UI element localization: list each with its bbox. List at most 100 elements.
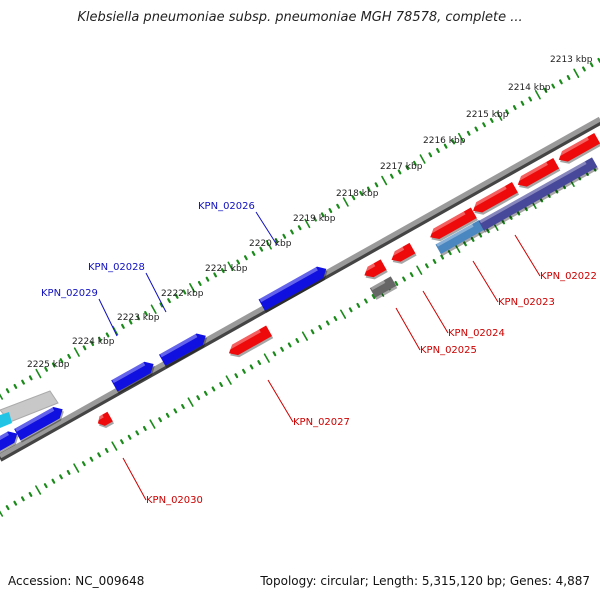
- ruler-tick-label: 2219 kbp: [293, 214, 336, 224]
- ruler-tick-labels: 2213 kbp 2214 kbp 2215 kbp 2216 kbp 2217 kbp…: [27, 55, 593, 370]
- ruler-minor-tick: [90, 341, 95, 347]
- ruler-minor-tick: [551, 83, 556, 89]
- gene-label-kpn-02028[interactable]: KPN_02028: [88, 262, 145, 273]
- gene-feature-forward[interactable]: [0, 428, 22, 455]
- ruler-minor-tick: [251, 250, 256, 256]
- gene-label-kpn-02023[interactable]: KPN_02023: [498, 297, 555, 308]
- ruler-minor-tick: [127, 434, 132, 440]
- gene-body: [159, 333, 206, 366]
- ruler-minor-tick: [213, 272, 218, 278]
- label-leader-line: [267, 379, 294, 423]
- ruler-major-tick: [339, 309, 347, 319]
- gene-kpn-02022[interactable]: [470, 182, 520, 218]
- ruler-minor-tick: [474, 126, 479, 132]
- gene-body: [558, 133, 600, 162]
- ruler-minor-tick: [351, 195, 356, 201]
- gene-label-kpn-02025[interactable]: KPN_02025: [420, 345, 477, 356]
- ruler-minor-tick: [320, 212, 325, 218]
- gene-kpn-02030[interactable]: [95, 411, 115, 431]
- gene-kpn-02027[interactable]: [226, 325, 274, 361]
- ruler-minor-tick: [290, 229, 294, 235]
- gene-labels: KPN_02026 KPN_02028 KPN_02029 KPN_02022 KPN_…: [41, 201, 597, 506]
- ruler-minor-tick: [249, 364, 254, 370]
- label-leader-line: [122, 457, 147, 501]
- gene-kpn-02023[interactable]: [427, 207, 478, 245]
- ruler-minor-tick: [196, 395, 201, 401]
- ruler-major-tick: [534, 89, 541, 100]
- gene-feature-band[interactable]: [478, 157, 599, 233]
- gene-kpn-02024[interactable]: [389, 242, 417, 267]
- gene-kpn-02026[interactable]: [258, 263, 331, 313]
- ruler-major-tick: [496, 111, 503, 121]
- ruler-minor-tick: [516, 210, 521, 216]
- gene-body: [14, 407, 63, 441]
- gene-label-kpn-02022[interactable]: KPN_02022: [540, 271, 597, 282]
- ruler-minor-tick: [413, 160, 417, 166]
- ruler-minor-tick: [20, 496, 25, 502]
- ruler-minor-tick: [501, 219, 506, 225]
- ruler-minor-tick: [66, 469, 71, 475]
- gene-features: [0, 133, 600, 455]
- ruler-minor-tick: [203, 390, 208, 396]
- label-leader-line: [472, 260, 499, 303]
- gene-label-kpn-02024[interactable]: KPN_02024: [448, 328, 505, 339]
- ruler-minor-tick: [43, 483, 48, 489]
- ruler-minor-tick: [364, 298, 368, 304]
- gene-highlight: [226, 329, 261, 351]
- ruler-minor-tick: [105, 332, 110, 338]
- gene-label-kpn-02029[interactable]: KPN_02029: [41, 288, 98, 299]
- ruler-minor-tick: [236, 259, 241, 265]
- ruler-minor-tick: [274, 238, 279, 244]
- ruler-major-tick: [187, 397, 194, 407]
- ruler-minor-tick: [356, 302, 361, 308]
- gene-body: [364, 259, 387, 278]
- gene-feature-forward[interactable]: [14, 404, 67, 443]
- ruler-minor-tick: [242, 368, 246, 374]
- gene-highlight: [96, 414, 104, 421]
- gene-label-kpn-02030[interactable]: KPN_02030: [146, 495, 203, 506]
- ruler-major-tick: [227, 261, 234, 272]
- ruler-major-tick: [225, 375, 232, 385]
- ruler-tick-label: 2225 kbp: [27, 360, 70, 370]
- gene-feature-band[interactable]: [435, 219, 486, 257]
- ruler-minor-tick: [359, 190, 364, 196]
- gene-feature-cyan[interactable]: [0, 412, 12, 428]
- gene-kpn-02029[interactable]: [111, 358, 158, 394]
- ruler-major-tick: [381, 175, 388, 186]
- ruler-minor-tick: [374, 182, 379, 188]
- outer-ruler: [0, 57, 600, 400]
- gene-feature-grey-small[interactable]: [369, 276, 398, 300]
- gene-label-kpn-02027[interactable]: KPN_02027: [293, 417, 350, 428]
- ruler-major-tick: [73, 463, 80, 473]
- ruler-minor-tick: [243, 255, 248, 261]
- ruler-minor-tick: [135, 430, 140, 436]
- ruler-minor-tick: [508, 214, 513, 220]
- gene-body: [473, 182, 518, 213]
- gene-kpn-02028[interactable]: [159, 330, 210, 369]
- ruler-major-tick: [112, 325, 119, 336]
- label-leader-line: [395, 307, 421, 351]
- ruler-minor-tick: [197, 280, 202, 286]
- ruler-major-tick: [73, 347, 80, 357]
- ruler-minor-tick: [466, 130, 471, 136]
- ruler-minor-tick: [539, 197, 544, 203]
- ruler-major-tick: [342, 197, 349, 207]
- ruler-minor-tick: [97, 452, 102, 458]
- gene-body: [369, 276, 397, 298]
- ruler-minor-tick: [28, 491, 33, 497]
- gene-feature-reverse[interactable]: [556, 133, 600, 167]
- ruler-minor-tick: [333, 316, 338, 322]
- gene-label-kpn-02026[interactable]: KPN_02026: [198, 201, 255, 212]
- ruler-minor-tick: [463, 241, 467, 247]
- gene-highlight: [515, 161, 548, 182]
- gene-feature-reverse[interactable]: [515, 158, 561, 192]
- ruler-minor-tick: [512, 105, 517, 111]
- ruler-minor-tick: [259, 246, 264, 252]
- ruler-minor-tick: [425, 263, 429, 269]
- ruler-major-tick: [304, 218, 311, 229]
- gene-kpn-02025[interactable]: [361, 259, 388, 282]
- ruler-minor-tick: [5, 505, 10, 511]
- ruler-minor-tick: [59, 474, 63, 480]
- ruler-major-tick: [111, 441, 118, 451]
